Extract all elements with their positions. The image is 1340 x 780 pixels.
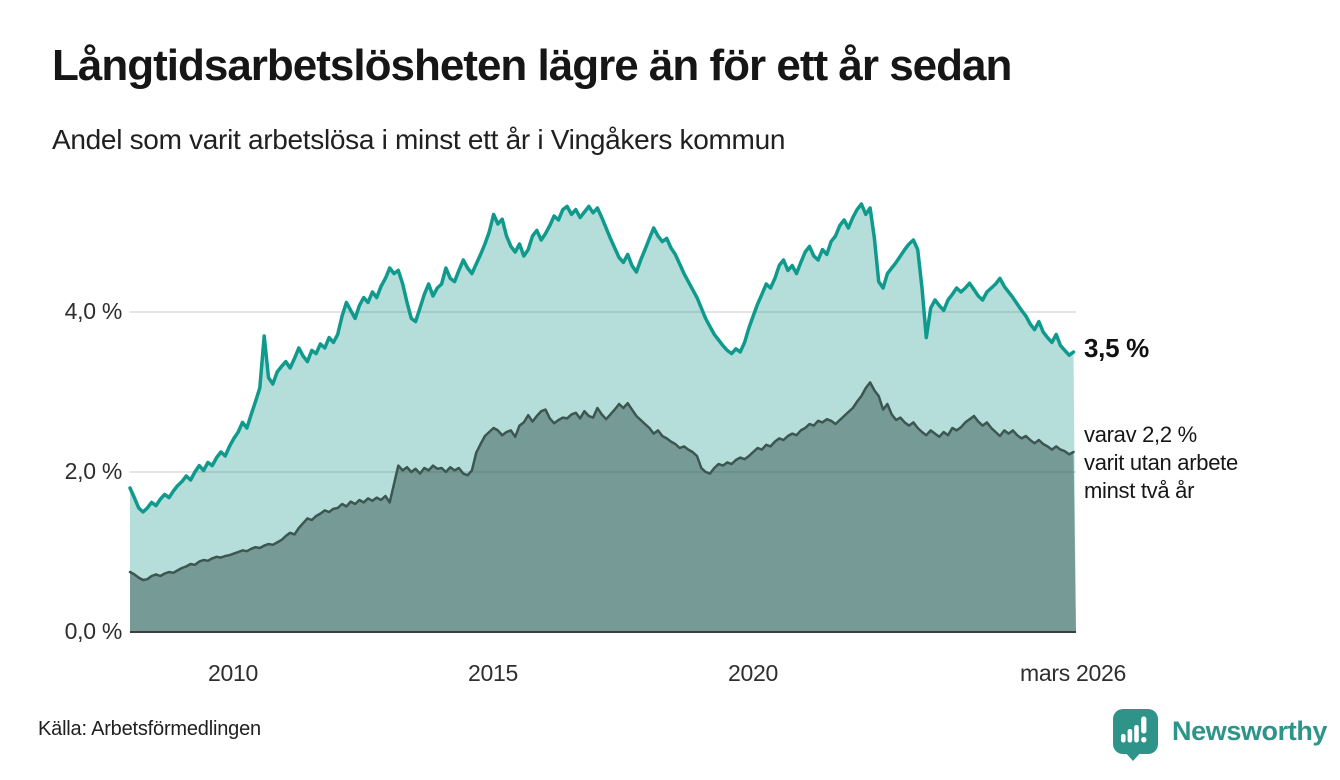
x-tick-2020: 2020 [728, 660, 778, 686]
end-label-two-years-line2: varit utan arbete [1084, 450, 1238, 475]
logo-exclamation-dot [1141, 737, 1147, 743]
newsworthy-logo-icon [1113, 709, 1158, 761]
area-unemployed-2yr [130, 382, 1076, 632]
source-credit: Källa: Arbetsförmedlingen [38, 718, 261, 740]
line-unemployed-1yr [128, 202, 1076, 514]
x-tick-mars-2026: mars 2026 [1020, 660, 1126, 686]
logo-bar-medium [1127, 729, 1133, 743]
end-label-total: 3,5 % [1084, 333, 1149, 363]
area-unemployed-1yr [130, 204, 1076, 632]
y-tick-4: 4,0 % [64, 298, 123, 324]
line-unemployed-2yr [128, 381, 1075, 582]
x-tick-2010: 2010 [208, 660, 258, 686]
end-label-two-years: varav 2,2 % varit utan arbete minst två … [1084, 421, 1238, 505]
logo-exclamation-bar [1141, 716, 1147, 734]
newsworthy-logo-text: Newsworthy [1172, 715, 1328, 746]
page-title: Långtidsarbetslösheten lägre än för ett … [52, 41, 1012, 90]
logo-bar-short [1121, 734, 1126, 743]
y-tick-0: 0,0 % [64, 618, 123, 644]
end-label-two-years-line3: minst två år [1084, 478, 1195, 503]
gridlines [130, 311, 1076, 473]
page-subtitle: Andel som varit arbetslösa i minst ett å… [52, 124, 786, 155]
newsworthy-brand: Newsworthy [1112, 706, 1327, 764]
end-label-two-years-line1: varav 2,2 % [1084, 422, 1197, 447]
y-tick-2: 2,0 % [64, 458, 123, 484]
x-tick-2015: 2015 [468, 660, 518, 686]
logo-bar-tall [1134, 725, 1139, 743]
